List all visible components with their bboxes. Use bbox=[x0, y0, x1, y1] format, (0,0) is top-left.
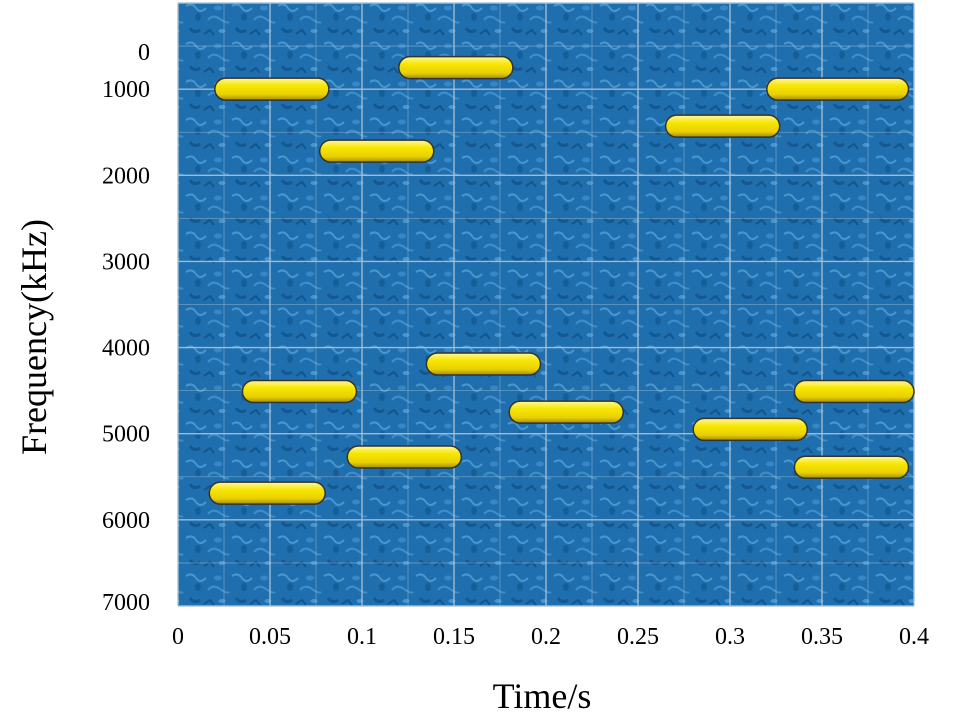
hop-segment bbox=[425, 352, 542, 376]
y-tick-label: 0 bbox=[138, 40, 150, 66]
x-axis-title: Time/s bbox=[493, 676, 592, 716]
hop-segment bbox=[398, 55, 514, 80]
x-tick-label: 0.1 bbox=[347, 624, 377, 650]
y-tick-label: 1000 bbox=[102, 77, 150, 103]
y-tick-label: 5000 bbox=[102, 422, 150, 448]
x-tick-label: 0.15 bbox=[433, 624, 475, 650]
y-axis-title: Frequency(kHz) bbox=[14, 219, 54, 455]
y-tick-label: 6000 bbox=[102, 508, 150, 534]
x-tick-label: 0.25 bbox=[617, 624, 659, 650]
signal-segments bbox=[208, 55, 915, 505]
x-tick-label: 0.2 bbox=[531, 624, 561, 650]
hop-segment bbox=[208, 481, 326, 505]
hop-segment bbox=[508, 400, 625, 424]
hop-segment bbox=[664, 114, 781, 138]
hop-segment bbox=[318, 139, 435, 163]
x-tick-label: 0.3 bbox=[715, 624, 745, 650]
hop-segment bbox=[766, 77, 910, 101]
y-tick-label: 3000 bbox=[102, 249, 150, 275]
y-tick-label: 2000 bbox=[102, 163, 150, 189]
hop-segment bbox=[692, 417, 809, 442]
y-tick-label: 4000 bbox=[102, 336, 150, 362]
hop-segment bbox=[214, 77, 330, 101]
x-tick-label: 0 bbox=[172, 624, 184, 650]
x-tick-label: 0.4 bbox=[899, 624, 929, 650]
y-tick-label: 7000 bbox=[102, 590, 150, 616]
hop-segment bbox=[241, 379, 358, 404]
y-tick-labels: 0 1000 2000 3000 4000 5000 6000 7000 bbox=[102, 40, 150, 616]
hop-segment bbox=[793, 455, 910, 480]
x-tick-label: 0.05 bbox=[249, 624, 291, 650]
hop-segment bbox=[346, 445, 463, 469]
x-tick-label: 0.35 bbox=[801, 624, 843, 650]
hop-segment bbox=[793, 379, 915, 404]
x-tick-labels: 0 0.05 0.1 0.15 0.2 0.25 0.3 0.35 0.4 bbox=[172, 624, 929, 650]
